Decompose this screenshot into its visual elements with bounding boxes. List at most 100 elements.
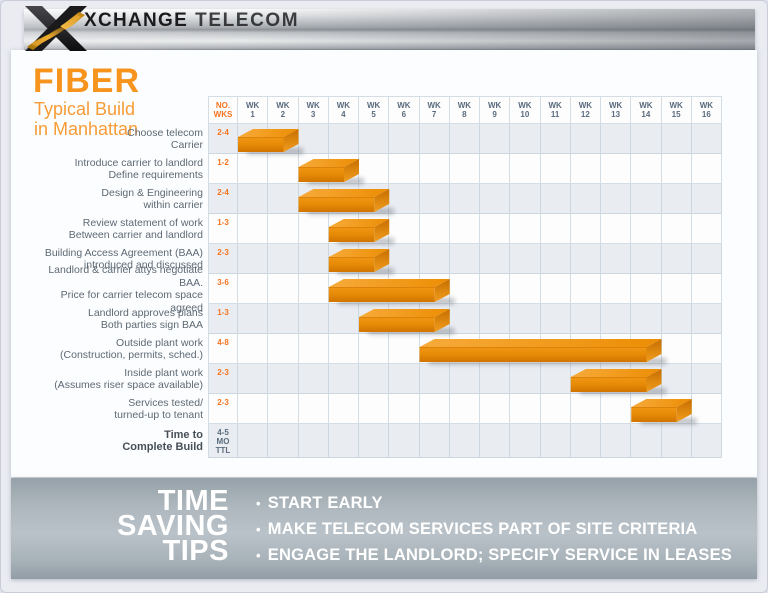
grid-cell: [661, 184, 692, 214]
grid-cell: [480, 124, 511, 154]
grid-cell: [238, 184, 269, 214]
grid-cell: [298, 214, 329, 244]
grid-cell: [570, 364, 601, 394]
task-no-wks-cell: 2-3: [208, 244, 238, 274]
task-no-wks-cell: 1-3: [208, 214, 238, 244]
task-no-wks-cell: 4-8: [208, 334, 238, 364]
week-header-line: WK: [608, 101, 623, 110]
tips-heading: TIME SAVING TIPS: [41, 487, 229, 566]
week-header-line: 11: [550, 110, 560, 119]
week-header: WK 9: [480, 96, 511, 124]
grid-cell: [631, 424, 662, 458]
grid-cell: [238, 124, 269, 154]
grid-cell: [601, 244, 632, 274]
summary-no-wks-cell: 4-5 MO TTL: [208, 424, 238, 458]
grid-cell: [661, 424, 692, 458]
grid-cell: [601, 364, 632, 394]
grid-cell: [268, 304, 299, 334]
summary-no-wks-cell-line: 4-5: [217, 428, 229, 437]
task-label-line: Price for carrier telecom space agreed: [60, 289, 203, 314]
grid-cell: [449, 244, 480, 274]
grid-cell: [419, 274, 450, 304]
grid-cell: [661, 394, 692, 424]
week-header-line: 8: [462, 110, 467, 119]
grid-cell: [389, 214, 420, 244]
tips-bullet-text: ENGAGE THE LANDLORD; SPECIFY SERVICE IN …: [267, 545, 733, 564]
grid-cell: [691, 424, 722, 458]
grid-cell: [238, 214, 269, 244]
grid-cell: [419, 214, 450, 244]
grid-cell: [268, 274, 299, 304]
task-no-wks-cell-line: 1-3: [217, 308, 229, 317]
task-no-wks-cell-line: 2-3: [217, 368, 229, 377]
grid-cell: [540, 304, 571, 334]
grid-cell: [480, 274, 511, 304]
grid-cell: [691, 244, 722, 274]
tips-bullet-text: START EARLY: [267, 493, 383, 512]
grid-cell: [328, 424, 359, 458]
grid-cell: [661, 124, 692, 154]
task-label: Building Access Agreement (BAA) introduce…: [30, 244, 203, 274]
grid-cell: [449, 274, 480, 304]
week-header: WK 5: [359, 96, 390, 124]
grid-cell: [389, 124, 420, 154]
tips-bullet-list: • START EARLY • MAKE TELECOM SERVICES PART …: [256, 490, 732, 568]
task-label: Choose telecom Carrier: [30, 124, 203, 154]
no-wks-header-line: WKS: [213, 110, 233, 119]
subtitle-line1: Typical Build: [34, 99, 136, 119]
grid-cell: [540, 184, 571, 214]
grid-cell: [359, 364, 390, 394]
grid-cell: [328, 394, 359, 424]
week-header-line: 12: [580, 110, 590, 119]
grid-cell: [691, 394, 722, 424]
grid-cell: [298, 364, 329, 394]
subtitle-line2: in Manhattan: [34, 119, 139, 139]
grid-cell: [328, 184, 359, 214]
week-header-line: 5: [371, 110, 376, 119]
grid-cell: [540, 334, 571, 364]
gantt-grid: NO. WKS WK 1 WK 2 WK 3 WK 4 WK 5 WK 6 WK 7 WK 8 WK 9 WK 10 WK 1…: [208, 96, 723, 459]
week-header-line: 4: [341, 110, 346, 119]
grid-cell: [631, 154, 662, 184]
grid-cell: [419, 334, 450, 364]
grid-cell: [661, 214, 692, 244]
grid-cell: [631, 124, 662, 154]
grid-cell: [601, 154, 632, 184]
week-header: WK 1: [238, 96, 269, 124]
week-header: WK 14: [631, 96, 662, 124]
grid-cell: [359, 424, 390, 458]
grid-cell: [359, 274, 390, 304]
grid-cell: [449, 124, 480, 154]
grid-cell: [298, 334, 329, 364]
grid-cell: [480, 424, 511, 458]
brand-name-bold: XCHANGE: [84, 9, 189, 31]
grid-cell: [268, 334, 299, 364]
grid-cell: [510, 184, 541, 214]
grid-cell: [661, 364, 692, 394]
task-label: Outside plant work (Construction, permits…: [30, 334, 203, 364]
grid-cell: [570, 184, 601, 214]
grid-cell: [238, 304, 269, 334]
grid-cell: [480, 364, 511, 394]
task-label-line: Between carrier and landlord: [68, 229, 203, 241]
tips-bullet-text: MAKE TELECOM SERVICES PART OF SITE CRITE…: [267, 519, 698, 538]
task-label-line: (Construction, permits, sched.): [60, 349, 203, 361]
grid-cell: [298, 394, 329, 424]
grid-cell: [480, 154, 511, 184]
grid-cell: [268, 184, 299, 214]
bullet-dot-icon: •: [256, 521, 261, 537]
tips-bullet: • START EARLY: [256, 490, 732, 516]
page-title: FIBER: [33, 62, 140, 100]
grid-cell: [691, 274, 722, 304]
task-label: Inside plant work (Assumes riser space av…: [30, 364, 203, 394]
grid-cell: [359, 214, 390, 244]
grid-cell: [510, 124, 541, 154]
grid-cell: [389, 154, 420, 184]
grid-cell: [691, 124, 722, 154]
grid-cell: [359, 184, 390, 214]
grid-cell: [631, 334, 662, 364]
grid-cell: [389, 424, 420, 458]
week-header-line: WK: [245, 101, 260, 110]
grid-cell: [419, 394, 450, 424]
grid-cell: [570, 424, 601, 458]
